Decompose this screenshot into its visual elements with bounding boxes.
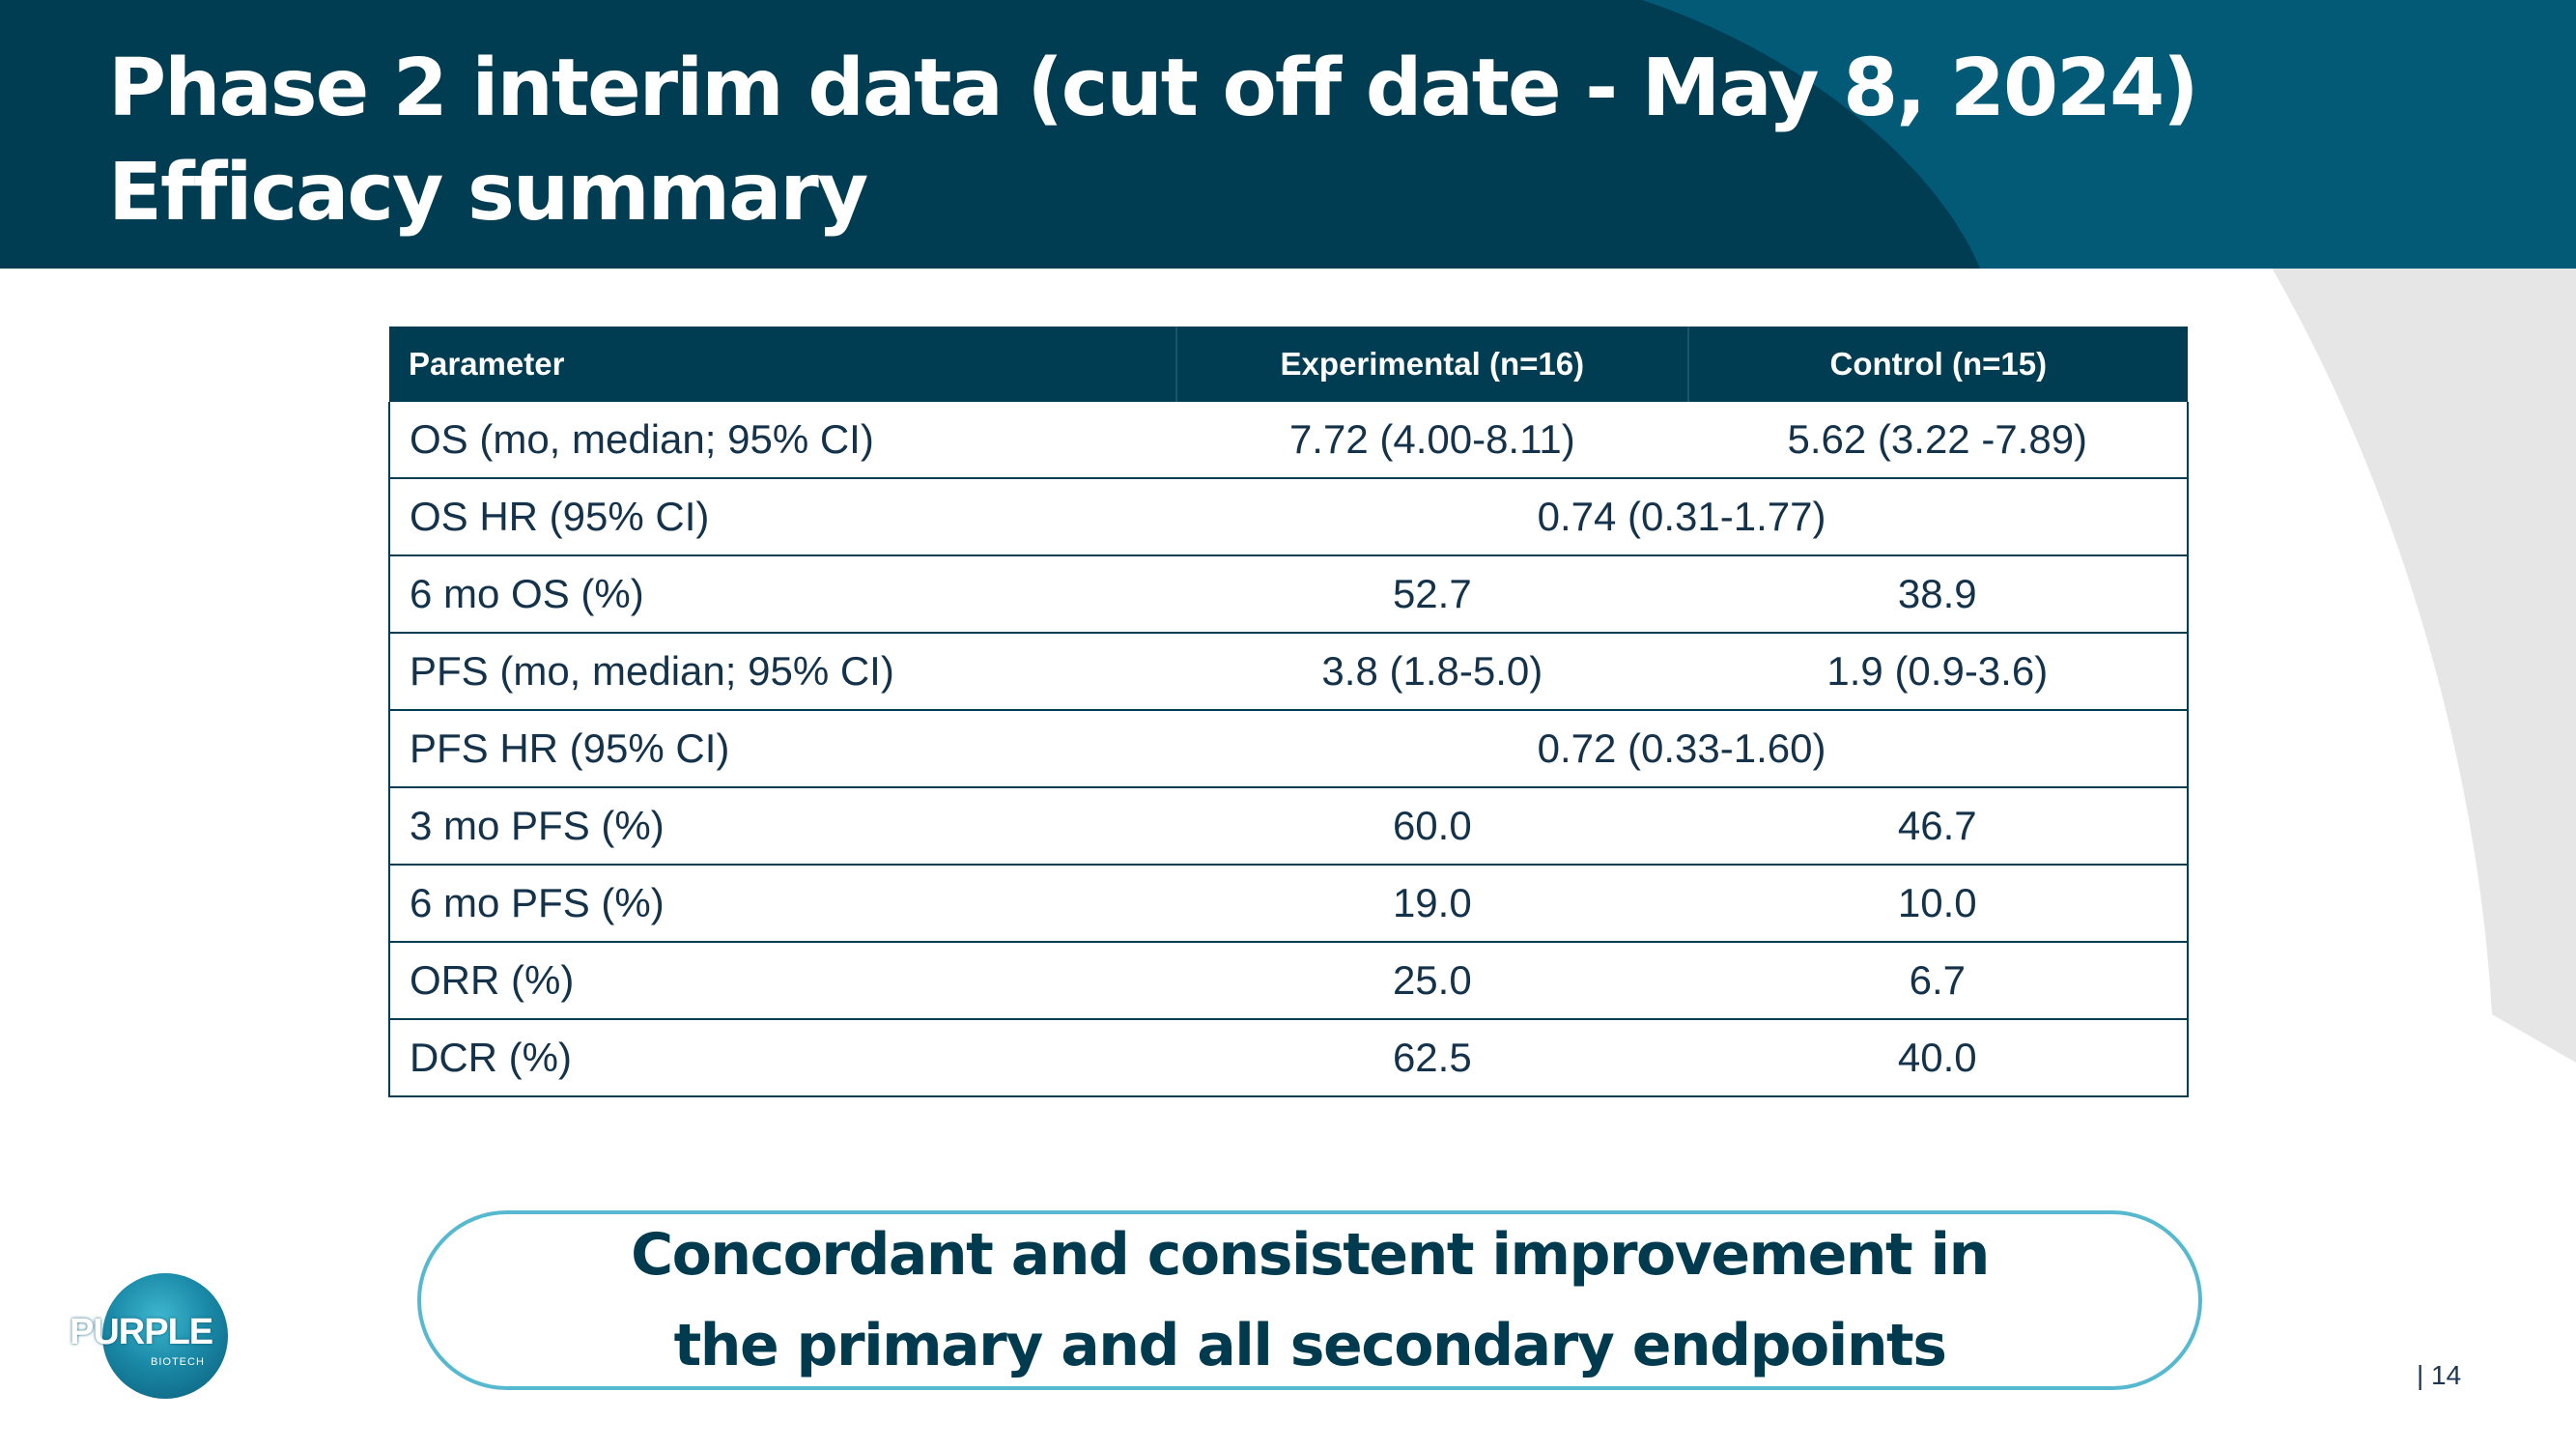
cell-control: 1.9 (0.9-3.6) [1687,633,2190,711]
cell-parameter: OS (mo, median; 95% CI) [387,402,1177,479]
table-row: 6 mo OS (%) 52.7 38.9 [387,555,2190,634]
cell-parameter: 6 mo OS (%) [387,555,1177,634]
cell-parameter: PFS (mo, median; 95% CI) [387,633,1177,711]
cell-experimental: 25.0 [1176,942,1688,1020]
cell-control: 5.62 (3.22 -7.89) [1687,402,2190,479]
table-row: OS (mo, median; 95% CI) 7.72 (4.00-8.11)… [387,402,2190,479]
cell-experimental: 52.7 [1176,555,1688,634]
cell-combined: 0.72 (0.33-1.60) [1176,710,2189,788]
cell-combined: 0.74 (0.31-1.77) [1176,478,2189,556]
cell-control: 6.7 [1687,942,2190,1020]
cell-control: 46.7 [1687,787,2190,866]
callout-line-1: Concordant and consistent improvement in [631,1221,1990,1289]
logo-circle [102,1273,228,1399]
logo-wordmark: PURPLE [70,1312,213,1352]
cell-parameter: 3 mo PFS (%) [387,787,1177,866]
table-row: OS HR (95% CI) 0.74 (0.31-1.77) [387,478,2189,556]
cell-parameter: OS HR (95% CI) [387,478,1177,556]
header-experimental: Experimental (n=16) [1175,327,1688,402]
table-row: 3 mo PFS (%) 60.0 46.7 [387,787,2190,866]
efficacy-table: Parameter Experimental (n=16) Control (n… [387,327,2190,1097]
cell-experimental: 7.72 (4.00-8.11) [1176,402,1688,479]
cell-control: 10.0 [1687,865,2190,943]
header-parameter: Parameter [389,327,1177,402]
cell-experimental: 60.0 [1176,787,1688,866]
cell-parameter: DCR (%) [387,1019,1177,1097]
table-row: ORR (%) 25.0 6.7 [387,942,2190,1020]
table-row: PFS HR (95% CI) 0.72 (0.33-1.60) [387,710,2189,788]
title-line-1: Phase 2 interim data (cut off date - May… [108,43,2199,134]
header-control: Control (n=15) [1686,327,2188,402]
conclusion-callout: Concordant and consistent improvement in… [417,1210,2202,1390]
cell-parameter: 6 mo PFS (%) [387,865,1177,943]
table-row: DCR (%) 62.5 40.0 [387,1019,2190,1097]
title-line-2: Efficacy summary [108,147,868,239]
page-title: Phase 2 interim data (cut off date - May… [108,37,2199,245]
purple-biotech-logo-icon: PURPLE BIOTECH [70,1273,234,1399]
gray-swoosh-inner [2106,39,2576,1063]
cell-control: 38.9 [1687,555,2190,634]
cell-experimental: 19.0 [1176,865,1688,943]
page-number: | 14 [2417,1360,2462,1390]
header-band-highlight [1642,0,2576,269]
cell-control: 40.0 [1687,1019,2190,1097]
cell-experimental: 62.5 [1176,1019,1688,1097]
cell-parameter: ORR (%) [387,942,1177,1020]
cell-parameter: PFS HR (95% CI) [387,710,1177,788]
callout-line-2: the primary and all secondary endpoints [673,1312,1947,1379]
table-header-row: Parameter Experimental (n=16) Control (n… [389,327,2188,402]
table-row: PFS (mo, median; 95% CI) 3.8 (1.8-5.0) 1… [387,633,2190,711]
cell-experimental: 3.8 (1.8-5.0) [1176,633,1688,711]
table-row: 6 mo PFS (%) 19.0 10.0 [387,865,2190,943]
logo-subtext: BIOTECH [151,1356,205,1368]
